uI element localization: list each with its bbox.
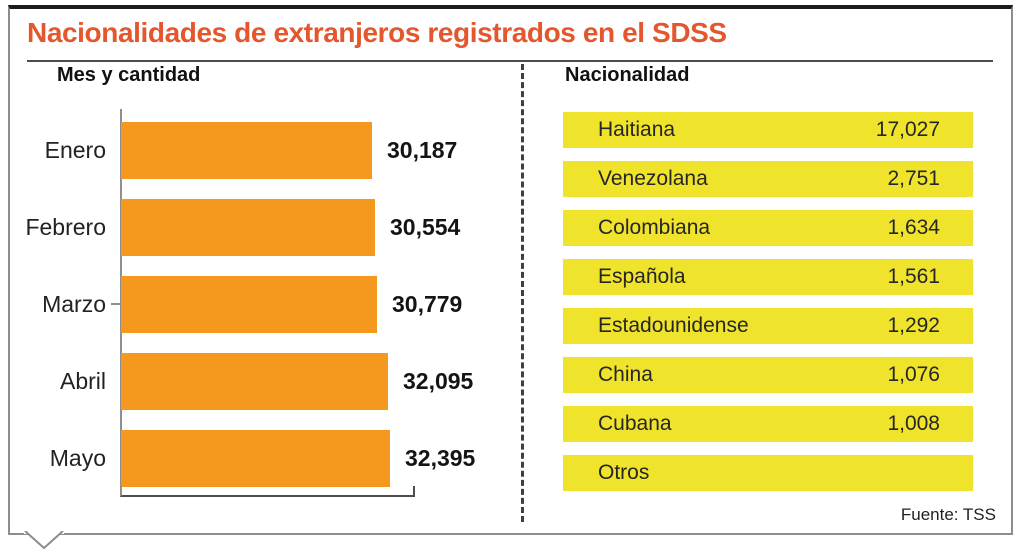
bar-row: Mayo 32,395 bbox=[10, 420, 515, 497]
nationality-name: Venezolana bbox=[598, 167, 708, 190]
list-item: Cubana 1,008 bbox=[563, 406, 973, 442]
bar-enero bbox=[121, 122, 372, 179]
list-item: Estadounidense 1,292 bbox=[563, 308, 973, 344]
nationality-heading: Nacionalidad bbox=[565, 64, 690, 86]
list-item: Colombiana 1,634 bbox=[563, 210, 973, 246]
nationality-name: Otros bbox=[598, 461, 650, 484]
nationality-count: 1,292 bbox=[887, 314, 940, 337]
bar-label: Enero bbox=[44, 137, 106, 163]
infographic-card: Nacionalidades de extranjeros registrado… bbox=[8, 5, 1013, 550]
nationality-name: China bbox=[598, 363, 653, 386]
nationality-count: 1,634 bbox=[887, 216, 940, 239]
list-item: Venezolana 2,751 bbox=[563, 161, 973, 197]
list-item: China 1,076 bbox=[563, 357, 973, 393]
bar-label: Abril bbox=[59, 368, 106, 394]
bar-marzo bbox=[121, 276, 377, 333]
month-bar-chart: Enero 30,187 Febrero 30,554 Marzo 30,779… bbox=[10, 112, 515, 497]
nationality-count: 17,027 bbox=[875, 118, 940, 141]
bar-febrero bbox=[121, 199, 375, 256]
dashed-divider bbox=[521, 64, 524, 522]
source-credit: Fuente: TSS bbox=[900, 505, 996, 524]
callout-tail bbox=[24, 531, 64, 550]
bar-row: Marzo 30,779 bbox=[10, 266, 515, 343]
bar-label: Mayo bbox=[49, 445, 106, 471]
bar-value: 30,187 bbox=[387, 137, 458, 163]
nationality-name: Española bbox=[598, 265, 686, 288]
axis-tick bbox=[111, 303, 121, 305]
list-item: Española 1,561 bbox=[563, 259, 973, 295]
bar-row: Enero 30,187 bbox=[10, 112, 515, 189]
page-title: Nacionalidades de extranjeros registrado… bbox=[27, 17, 727, 48]
bar-value: 32,095 bbox=[403, 368, 474, 394]
bar-label: Marzo bbox=[42, 291, 106, 317]
title-underline bbox=[27, 60, 993, 62]
bar-abril bbox=[121, 353, 388, 410]
nationality-list: Haitiana 17,027 Venezolana 2,751 Colombi… bbox=[563, 112, 973, 504]
bar-mayo bbox=[121, 430, 390, 487]
nationality-count: 2,751 bbox=[887, 167, 940, 190]
nationality-name: Cubana bbox=[598, 412, 672, 435]
list-item: Haitiana 17,027 bbox=[563, 112, 973, 148]
nationality-name: Estadounidense bbox=[598, 314, 749, 337]
bar-label: Febrero bbox=[25, 214, 106, 240]
nationality-count: 1,561 bbox=[887, 265, 940, 288]
nationality-count: 1,008 bbox=[887, 412, 940, 435]
bar-value: 32,395 bbox=[405, 445, 476, 471]
nationality-count: 1,076 bbox=[887, 363, 940, 386]
bar-value: 30,779 bbox=[392, 291, 463, 317]
bar-row: Abril 32,095 bbox=[10, 343, 515, 420]
list-item: Otros bbox=[563, 455, 973, 491]
bar-chart-baseline-bracket bbox=[120, 486, 415, 497]
bar-value: 30,554 bbox=[390, 214, 461, 240]
nationality-name: Haitiana bbox=[598, 118, 676, 141]
nationality-name: Colombiana bbox=[598, 216, 711, 239]
bar-chart-heading: Mes y cantidad bbox=[57, 64, 201, 86]
bar-row: Febrero 30,554 bbox=[10, 189, 515, 266]
